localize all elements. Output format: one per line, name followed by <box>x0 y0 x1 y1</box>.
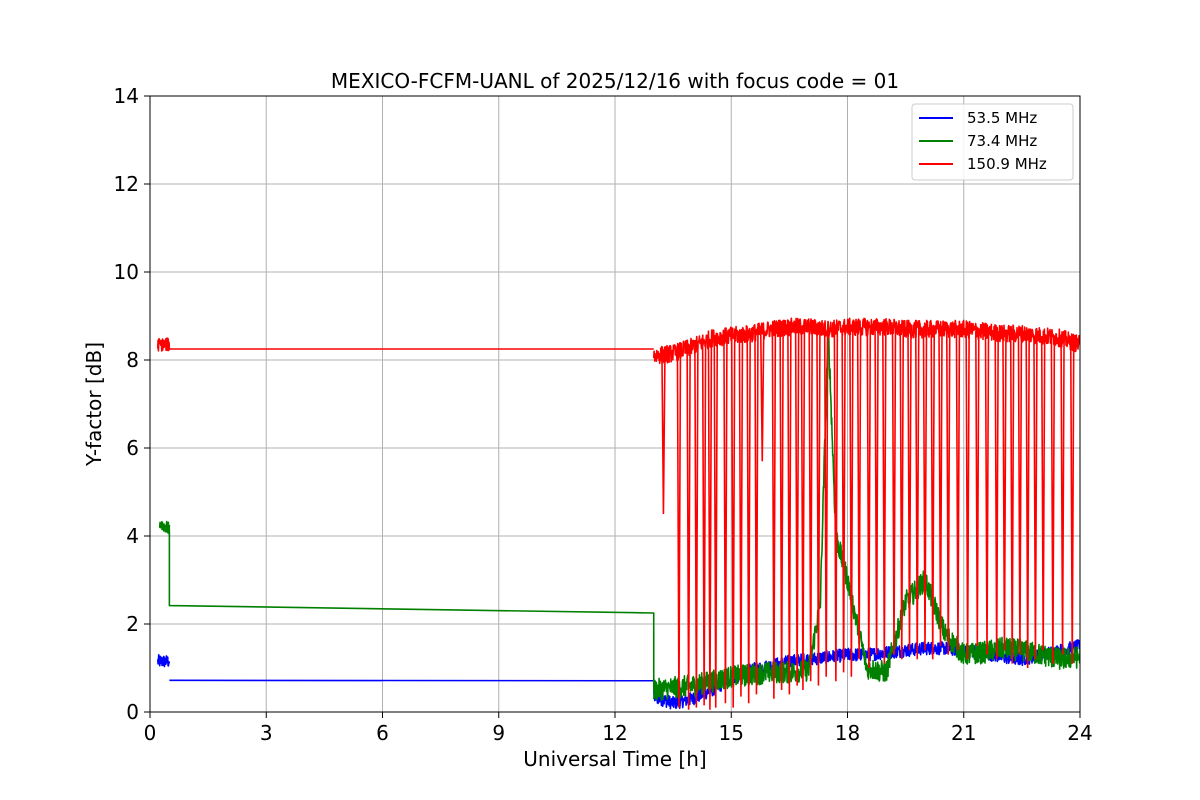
dropout-spike <box>907 329 912 651</box>
y-tick-label: 2 <box>126 612 139 636</box>
dropout-spike <box>945 329 951 655</box>
y-tick-label: 0 <box>126 700 139 724</box>
x-tick-label: 12 <box>602 721 627 745</box>
dropout-spike <box>955 329 961 651</box>
dropout-spike <box>994 332 999 660</box>
dropout-spike <box>686 348 691 710</box>
dropout-spike <box>938 329 943 647</box>
legend-item: 150.9 MHz <box>919 155 1047 173</box>
dropout-spike <box>899 328 905 660</box>
dropout-spike <box>849 326 854 677</box>
dropout-spike <box>800 326 806 691</box>
series-line <box>156 654 171 668</box>
x-tick-label: 0 <box>144 721 157 745</box>
dropout-spike <box>746 333 751 704</box>
x-tick-label: 21 <box>951 721 976 745</box>
dropout-spike <box>816 328 821 686</box>
dropout-spike <box>1009 333 1015 664</box>
dropout-spike <box>984 331 990 655</box>
dropout-spike <box>1017 333 1023 655</box>
y-tick-label: 8 <box>126 348 139 372</box>
dropout-spike <box>975 330 980 647</box>
series-line <box>652 317 1080 365</box>
y-tick-label: 6 <box>126 436 139 460</box>
dropout-spike <box>930 329 936 660</box>
dropout-spike <box>1069 341 1075 664</box>
dropout-spike <box>914 329 920 660</box>
dropout-spike <box>965 329 970 660</box>
x-tick-label: 18 <box>835 721 860 745</box>
dropout-spike <box>676 351 682 708</box>
series-line <box>158 520 171 535</box>
dropout-spike <box>922 329 928 651</box>
dropout-spike <box>856 326 862 660</box>
dropout-spike <box>787 326 792 695</box>
legend-label: 150.9 MHz <box>967 155 1047 173</box>
series-line <box>156 337 171 352</box>
dropout-spike <box>723 336 728 704</box>
legend-item: 73.4 MHz <box>919 132 1037 150</box>
y-tick-label: 10 <box>114 260 139 284</box>
dropout-spike <box>779 327 784 691</box>
dropout-spike <box>833 328 839 682</box>
x-tick-label: 3 <box>260 721 273 745</box>
dropout-spike <box>1025 334 1030 669</box>
dropout-spike <box>754 332 759 695</box>
dropout-spike <box>1040 336 1046 651</box>
y-tick-label: 14 <box>114 84 139 108</box>
dropout-spike <box>866 326 872 669</box>
dropout-spike <box>694 345 699 708</box>
dropout-spike <box>794 326 800 686</box>
x-tick-label: 9 <box>492 721 505 745</box>
series-line <box>168 529 655 690</box>
y-tick-label: 4 <box>126 524 139 548</box>
dropout-spike <box>1060 338 1065 655</box>
dropout-spike <box>738 334 744 697</box>
dropout-spike <box>1033 335 1038 660</box>
x-tick-label: 15 <box>719 721 744 745</box>
dropout-spike <box>874 326 879 655</box>
dropout-spike <box>1002 333 1007 651</box>
dropout-spike <box>661 354 666 515</box>
dropout-spike <box>713 337 719 708</box>
legend-item: 53.5 MHz <box>919 109 1037 127</box>
y-tick-label: 12 <box>114 172 139 196</box>
legend-label: 73.4 MHz <box>967 132 1037 150</box>
dropout-spike <box>707 338 713 710</box>
dropout-spike <box>701 341 707 706</box>
dropout-spike <box>1050 337 1056 664</box>
x-tick-label: 6 <box>376 721 389 745</box>
dropout-spike <box>730 335 736 708</box>
chart-title: MEXICO-FCFM-UANL of 2025/12/16 with focu… <box>331 69 899 93</box>
dropout-spike <box>771 328 777 699</box>
legend-label: 53.5 MHz <box>967 109 1037 127</box>
dropout-spike <box>882 326 887 664</box>
series-layer <box>156 317 1080 710</box>
dropout-spike <box>808 327 813 682</box>
y-axis-label: Y-factor [dB] <box>82 342 106 467</box>
dropout-spike <box>891 327 897 655</box>
series-3 <box>156 317 1080 710</box>
dropout-spike <box>759 330 765 462</box>
dropout-spike <box>841 327 846 673</box>
x-tick-label: 24 <box>1067 721 1092 745</box>
legend: 53.5 MHz 73.4 MHz 150.9 MHz <box>911 103 1074 181</box>
dropout-spike <box>823 328 829 677</box>
legend-box <box>911 103 1074 181</box>
x-axis-label: Universal Time [h] <box>523 747 706 771</box>
